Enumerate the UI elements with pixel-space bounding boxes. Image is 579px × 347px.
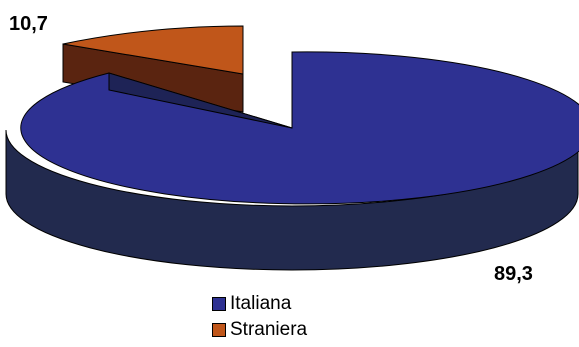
legend-swatch-straniera <box>212 323 226 337</box>
slice-italiana-top <box>20 51 579 205</box>
legend-swatch-italiana <box>212 297 226 311</box>
slice-italiana-inner-side <box>108 72 293 129</box>
legend-label-italiana: Italiana <box>230 293 292 314</box>
legend-label-straniera: Straniera <box>230 319 308 340</box>
data-label-straniera: 10,7 <box>9 13 48 35</box>
slice-italiana-side <box>5 129 579 271</box>
slice-straniera-top <box>62 25 244 75</box>
slice-italiana <box>5 51 579 271</box>
slice-straniera <box>62 25 244 113</box>
legend-item-italiana: Italiana <box>212 291 307 317</box>
data-label-italiana: 89,3 <box>494 263 533 285</box>
legend-item-straniera: Straniera <box>212 317 307 343</box>
legend: Italiana Straniera <box>212 291 307 343</box>
